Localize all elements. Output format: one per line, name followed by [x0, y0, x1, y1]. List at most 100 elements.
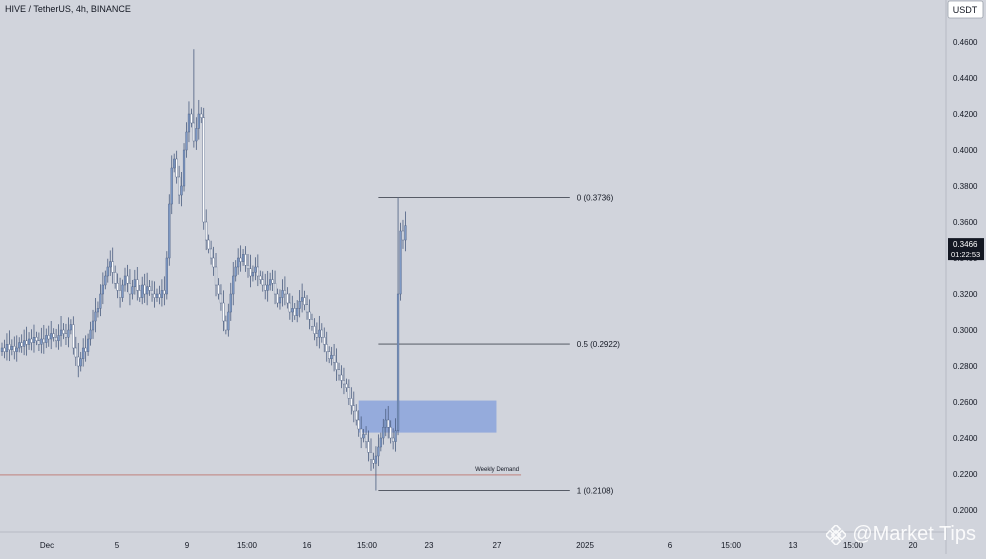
candle — [8, 330, 11, 362]
candle — [67, 317, 70, 348]
candle-body — [350, 398, 353, 406]
time-tick-label: 9 — [185, 541, 190, 550]
price-tick-label: 0.4400 — [953, 74, 978, 83]
candle — [278, 289, 282, 310]
candle-body — [168, 203, 171, 259]
time-tick-label: 6 — [668, 541, 673, 550]
candle — [323, 327, 326, 353]
candle — [190, 108, 193, 128]
candle-body — [224, 320, 227, 331]
candle — [269, 272, 272, 291]
candle-body — [217, 284, 220, 295]
candle — [209, 240, 213, 265]
candle — [42, 324, 45, 354]
candle — [360, 416, 363, 449]
candle — [249, 254, 252, 288]
candle-body — [69, 324, 72, 331]
candle-body — [261, 279, 264, 286]
candle-body — [308, 311, 311, 320]
time-tick-label: 15:00 — [721, 541, 742, 550]
candle — [10, 339, 13, 356]
candle-body — [114, 272, 117, 284]
candle-body — [392, 437, 395, 442]
candle-body — [382, 427, 385, 439]
candle — [160, 279, 163, 307]
candle — [234, 260, 237, 282]
candle-body — [281, 290, 284, 298]
candle — [178, 165, 181, 204]
candle-body — [364, 434, 368, 442]
candle — [52, 328, 55, 342]
candle-body — [207, 239, 210, 250]
candle — [96, 301, 100, 318]
fib-level-label-2: 1 (0.2108) — [577, 487, 614, 496]
price-tick-label: 0.3600 — [953, 218, 978, 227]
candle-body — [18, 342, 21, 349]
candle-body — [205, 221, 208, 241]
candle — [337, 362, 341, 381]
candle — [357, 410, 360, 437]
candle — [106, 258, 109, 283]
candle-body — [237, 257, 240, 268]
candle-body — [214, 266, 218, 286]
candle-body — [3, 347, 6, 352]
candle — [384, 408, 387, 437]
candle — [291, 295, 294, 323]
price-tick-label: 0.2000 — [953, 506, 978, 515]
candle-body — [182, 149, 186, 187]
time-axis[interactable]: Dec 5 9 15:00 16 15:00 23 27 2025 6 15:00 13 15:00 20 — [40, 541, 918, 550]
candle — [396, 197, 400, 436]
candle — [146, 272, 149, 306]
candle — [377, 434, 380, 467]
candle — [141, 276, 144, 305]
candle — [30, 329, 33, 351]
candle-body — [165, 257, 168, 295]
candle — [374, 446, 378, 491]
candle — [128, 269, 132, 306]
candle — [364, 426, 368, 449]
candle — [18, 337, 21, 353]
candle-body — [288, 302, 291, 313]
candle-body — [337, 369, 341, 376]
candle-body — [355, 410, 358, 421]
candle — [173, 153, 176, 173]
candle — [104, 270, 107, 290]
candle-body — [59, 329, 63, 336]
candle-body — [259, 275, 262, 280]
candle — [89, 321, 92, 346]
fib-level-label-1: 0.5 (0.2922) — [577, 340, 620, 349]
candle-body — [291, 308, 294, 313]
candle-body — [101, 284, 104, 295]
candle — [133, 269, 136, 295]
currency-badge[interactable] — [947, 0, 984, 19]
candle — [246, 254, 250, 278]
candle — [99, 284, 102, 317]
candle — [281, 279, 284, 307]
candle — [57, 324, 60, 350]
candle — [286, 287, 289, 309]
candle-body — [52, 333, 55, 338]
candle — [227, 303, 230, 337]
candle — [266, 270, 269, 302]
candle — [350, 387, 353, 415]
candle — [271, 269, 274, 291]
candle — [205, 209, 208, 251]
candle-body — [25, 340, 28, 345]
candle — [394, 418, 397, 452]
candle-body — [347, 387, 350, 399]
candle-body — [123, 275, 127, 286]
candle-body — [32, 337, 36, 343]
time-tick-label: 23 — [425, 541, 434, 550]
candle — [264, 273, 267, 300]
candle-body — [195, 128, 198, 142]
candle-body — [42, 338, 45, 343]
candle-body — [362, 434, 365, 439]
candle-body — [266, 284, 269, 291]
candle-body — [333, 355, 336, 363]
candle — [182, 143, 186, 192]
candle — [47, 325, 50, 347]
candle — [116, 273, 119, 299]
